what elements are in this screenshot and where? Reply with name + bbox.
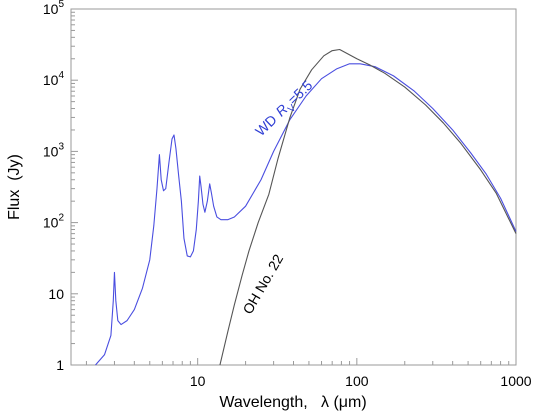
y-tick-base: 1	[56, 357, 64, 373]
y-tick-base: 10	[48, 286, 64, 302]
plot-frame	[70, 8, 517, 366]
x-tick-labels: 10 100 1000	[190, 373, 532, 389]
y-tick-exponent: 2	[58, 213, 64, 224]
y-tick-exponent: 4	[58, 70, 64, 81]
axis-ticks	[71, 8, 517, 366]
y-tick-label: 105	[43, 0, 65, 17]
x-tick-label: 10	[190, 373, 206, 389]
y-tick-label: 104	[43, 70, 65, 88]
y-tick-label: 103	[43, 141, 65, 159]
x-tick-label: 1000	[500, 373, 531, 389]
y-tick-base: 10	[43, 1, 59, 17]
series-line-oh	[219, 48, 517, 366]
y-tick-label: 102	[43, 213, 65, 231]
x-axis-title: Wavelength, λ (μm)	[219, 394, 366, 411]
y-tick-exponent: 3	[58, 141, 64, 152]
series-line-wd	[95, 63, 517, 366]
y-tick-label: 1	[56, 357, 64, 373]
y-tick-base: 10	[43, 143, 59, 159]
y-axis-title: Flux (Jy)	[6, 154, 23, 220]
y-tick-base: 10	[43, 215, 59, 231]
annotation-text: WD	[252, 111, 280, 139]
y-tick-exponent: 5	[58, 0, 64, 10]
y-tick-label: 10	[48, 286, 64, 302]
x-tick-label: 100	[345, 373, 369, 389]
series-lines	[95, 48, 517, 366]
y-tick-base: 10	[43, 72, 59, 88]
